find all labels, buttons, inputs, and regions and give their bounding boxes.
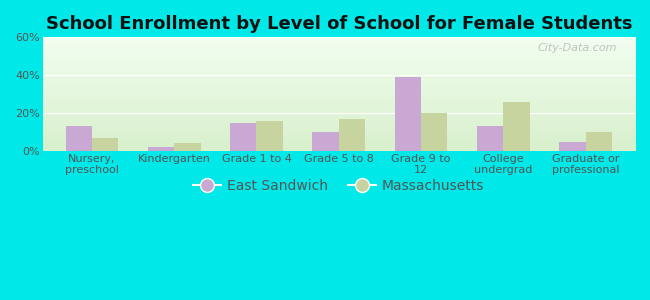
Legend: East Sandwich, Massachusetts: East Sandwich, Massachusetts (188, 174, 489, 199)
Bar (503, 102, 530, 151)
Bar (148, 147, 174, 151)
Bar (174, 143, 200, 151)
Bar (586, 132, 612, 151)
Bar (92, 138, 118, 151)
Bar (66, 126, 92, 151)
Bar (559, 142, 586, 151)
Bar (421, 113, 447, 151)
Bar (477, 126, 503, 151)
Bar (339, 119, 365, 151)
Bar (395, 77, 421, 151)
Text: City-Data.com: City-Data.com (538, 43, 618, 53)
Bar (230, 123, 257, 151)
Title: School Enrollment by Level of School for Female Students: School Enrollment by Level of School for… (46, 15, 632, 33)
Bar (257, 121, 283, 151)
Bar (313, 132, 339, 151)
